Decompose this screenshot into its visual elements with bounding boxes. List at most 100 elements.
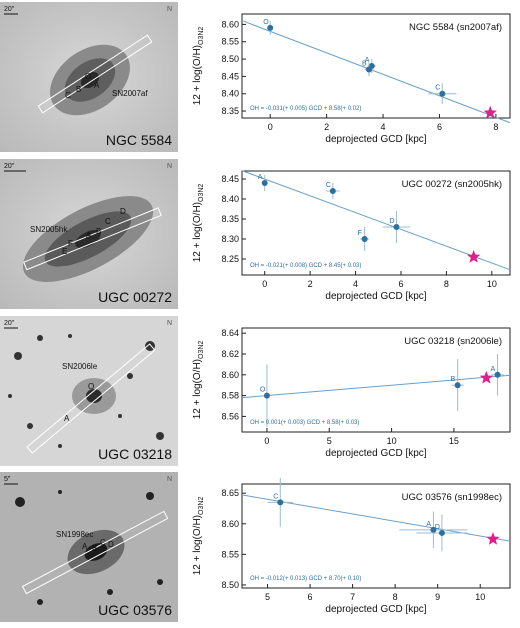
sn-image-label: SN2007af [112,89,148,98]
galaxy-drawing-2 [4,170,162,282]
galaxy-image-1: 20" N SN2007af O A B C NGC 5584 [0,2,178,152]
y-tick-label: 8.62 [221,349,239,359]
scale-label: 5" [4,476,11,483]
point-label: D [435,524,440,531]
x-tick-label: 10 [475,592,485,602]
x-tick-label: 8 [444,279,449,289]
y-tick-label: 8.35 [221,214,239,224]
chart-2: 12 + log(O/H)O3N2 0 2 4 6 8 10 8.25 8.30 8.35 8.40… [182,159,518,315]
x-axis-label: deprojected GCD [kpc] [325,448,426,459]
point-label: C [435,85,440,92]
plot-frame [241,327,511,433]
x-tick-label: 8 [493,122,498,132]
point-label: A [258,174,263,181]
galaxy-image-2: 20" N SN2005hk A B C D E F UGC 00272 [0,159,178,309]
data-point [361,236,368,242]
point-label: C [273,493,278,500]
point-label: B [451,376,456,383]
region-label: C [65,91,71,100]
region-label: O [85,72,92,81]
point-label: O [260,387,266,394]
region-label: D [120,207,126,216]
y-axis-label: 12 + log(O/H)O3N2 [192,184,205,263]
sn-star-marker [479,370,493,384]
scale-label: 20" [4,163,15,170]
x-tick-label: 6 [398,279,403,289]
sn-star-marker [483,105,497,119]
panel-row-2: 20" N SN2005hk A B C D E F UGC 00272 12 … [0,159,520,315]
chart-svg: 12 + log(O/H)O3N2 0 5 10 15 8.56 8.58 8.60 8.62 8… [192,327,511,459]
chart-1: 12 + log(O/H)O3N2 0 2 4 6 8 8.35 8.40 8.45 8.50 8.… [182,2,518,158]
point-label: C [326,182,331,189]
y-axis-label: 12 + log(O/H)O3N2 [192,497,205,576]
north-arrow-icon: N [166,6,172,13]
x-tick-label: 15 [449,436,459,446]
region-label: O [88,382,95,391]
data-point [263,392,270,399]
y-tick-label: 8.64 [221,328,239,338]
chart-title: UGC 03218 (sn2006le) [404,336,502,347]
x-tick-label: 0 [264,436,269,446]
region-label: A [64,414,70,423]
scale-label: 20" [4,6,15,13]
y-axis-label: 12 + log(O/H)O3N2 [192,27,205,106]
chart-svg: 12 + log(O/H)O3N2 0 2 4 6 8 10 8.25 8.30 8.35 8.40… [192,170,511,302]
region-label: B [96,227,102,236]
data-point [439,90,446,97]
fit-line [241,170,511,271]
galaxy-name: UGC 03576 [98,602,172,618]
fit-line [241,20,511,124]
region-label: C [100,538,106,547]
fit-equation: OH = -0.021(+ 0.008) GCD + 8.45(+ 0.03) [250,263,361,269]
galaxy-image-4: 5" N SN1998ec A B C D UGC 03576 [0,472,178,622]
region-label: B [76,85,82,94]
chart-svg: 12 + log(O/H)O3N2 0 2 4 6 8 8.35 8.40 8.45 8.50 8.… [192,13,511,145]
chart-svg: 12 + log(O/H)O3N2 5 6 7 8 9 10 8.50 8.55 8.60 8.65… [192,477,511,615]
y-tick-label: 8.60 [221,19,239,29]
region-label: C [105,217,111,226]
x-tick-label: 5 [265,592,270,602]
sn-star-marker [467,250,481,263]
galaxy-drawing-3 [4,327,164,454]
y-tick-label: 8.50 [221,580,239,590]
y-tick-label: 8.25 [221,254,239,264]
galaxy-drawing-4 [4,483,169,605]
x-tick-label: 2 [324,122,329,132]
y-tick-label: 8.40 [221,89,239,99]
plot-frame [241,170,511,276]
sn-image-label: SN1998ec [56,530,94,539]
data-point [267,24,274,31]
data-point [454,382,461,389]
x-tick-label: 0 [262,279,267,289]
point-label: O [263,19,269,26]
x-tick-label: 4 [381,122,386,132]
chart-4: 12 + log(O/H)O3N2 5 6 7 8 9 10 8.50 8.55 8.60 8.65… [182,472,518,628]
y-axis-label: 12 + log(O/H)O3N2 [192,341,205,420]
fit-line [241,374,511,399]
y-tick-label: 8.45 [221,174,239,184]
x-tick-label: 8 [393,592,398,602]
point-label: A [365,57,370,64]
data-point [365,66,372,73]
panel-row-4: 5" N SN1998ec A B C D UGC 03576 12 + log… [0,472,520,628]
x-tick-label: 10 [487,279,497,289]
y-tick-label: 8.30 [221,234,239,244]
x-tick-label: 10 [387,436,397,446]
point-label: A [491,366,496,373]
data-point [393,224,400,230]
y-tick-label: 8.56 [221,411,239,421]
north-arrow-icon: N [166,476,172,483]
point-label: B [362,60,367,67]
chart-title: UGC 00272 (sn2005hk) [402,179,502,190]
galaxy-name: UGC 03218 [98,446,172,462]
fit-equation: OH = -0.012(+ 0.013) GCD + 8.70(+ 0.10) [250,576,361,582]
data-point [261,180,268,186]
region-label: A [86,231,92,240]
y-tick-label: 8.40 [221,194,239,204]
fit-equation: OH = 0.001(+ 0.003) GCD + 8.58(+ 0.03) [250,420,359,426]
chart-3: 12 + log(O/H)O3N2 0 5 10 15 8.56 8.58 8.60 8.62 8… [182,316,518,472]
y-tick-label: 8.45 [221,71,239,81]
panel-row-3: 20" N SN2006le O A UGC 03218 12 + log(O/… [0,316,520,472]
sn-image-label: SN2005hk [30,225,68,234]
scale-label: 20" [4,320,15,327]
